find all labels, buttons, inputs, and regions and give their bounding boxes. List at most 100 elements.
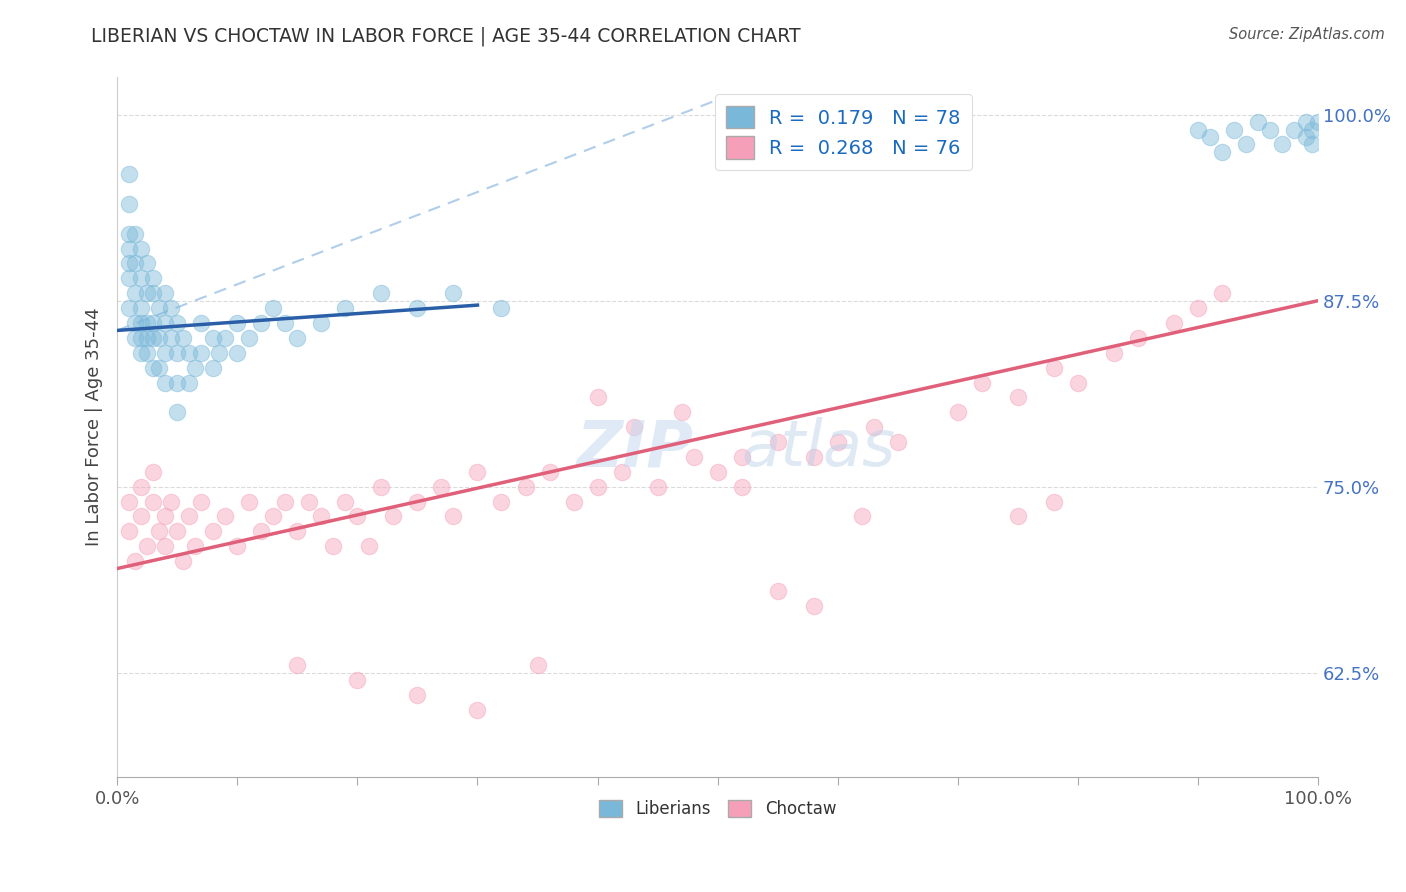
Point [136, 539, 159, 553]
Point [250, 316, 273, 330]
Point [184, 539, 207, 553]
Point [148, 524, 170, 539]
Point [160, 494, 183, 508]
Point [262, 301, 284, 315]
Point [179, 376, 201, 390]
Point [262, 509, 284, 524]
Point [148, 301, 170, 315]
Point [214, 509, 236, 524]
Point [766, 435, 789, 450]
Point [851, 509, 873, 524]
Point [166, 376, 188, 390]
Point [124, 227, 146, 241]
Point [1211, 145, 1233, 159]
Point [179, 345, 201, 359]
Point [1187, 122, 1209, 136]
Point [118, 301, 141, 315]
Point [1295, 130, 1317, 145]
Point [226, 539, 249, 553]
Point [647, 480, 669, 494]
Point [202, 524, 225, 539]
Point [562, 494, 585, 508]
Point [1126, 331, 1149, 345]
Point [184, 360, 207, 375]
Point [160, 331, 183, 345]
Point [766, 583, 789, 598]
Point [671, 405, 693, 419]
Point [1199, 130, 1222, 145]
Point [155, 286, 177, 301]
Point [172, 554, 194, 568]
Point [129, 242, 152, 256]
Point [148, 360, 170, 375]
Point [129, 480, 152, 494]
Point [179, 509, 201, 524]
Point [1258, 122, 1281, 136]
Point [443, 286, 465, 301]
Point [970, 376, 993, 390]
Point [538, 465, 561, 479]
Point [887, 435, 910, 450]
Point [136, 331, 159, 345]
Point [155, 345, 177, 359]
Point [166, 524, 188, 539]
Point [148, 331, 170, 345]
Point [1295, 115, 1317, 129]
Point [311, 509, 333, 524]
Point [129, 509, 152, 524]
Point [731, 450, 754, 464]
Point [311, 316, 333, 330]
Point [172, 331, 194, 345]
Point [142, 286, 165, 301]
Point [335, 301, 357, 315]
Point [610, 465, 633, 479]
Point [1163, 316, 1185, 330]
Point [803, 599, 825, 613]
Point [1301, 137, 1323, 152]
Point [586, 391, 609, 405]
Point [1067, 376, 1090, 390]
Point [190, 345, 212, 359]
Point [166, 316, 188, 330]
Point [1007, 509, 1029, 524]
Point [285, 331, 308, 345]
Point [160, 301, 183, 315]
Point [803, 450, 825, 464]
Point [155, 539, 177, 553]
Point [118, 524, 141, 539]
Point [142, 271, 165, 285]
Point [136, 316, 159, 330]
Point [1247, 115, 1270, 129]
Point [118, 197, 141, 211]
Point [118, 242, 141, 256]
Point [298, 494, 321, 508]
Point [129, 345, 152, 359]
Point [136, 256, 159, 270]
Point [430, 480, 453, 494]
Point [682, 450, 704, 464]
Point [238, 494, 260, 508]
Point [214, 331, 236, 345]
Point [202, 360, 225, 375]
Point [1102, 345, 1125, 359]
Point [118, 167, 141, 181]
Point [129, 331, 152, 345]
Point [166, 345, 188, 359]
Point [155, 316, 177, 330]
Point [406, 688, 429, 702]
Point [208, 345, 231, 359]
Point [226, 316, 249, 330]
Point [129, 301, 152, 315]
Point [274, 494, 297, 508]
Point [731, 480, 754, 494]
Point [285, 524, 308, 539]
Point [285, 658, 308, 673]
Point [124, 316, 146, 330]
Point [142, 465, 165, 479]
Point [1234, 137, 1257, 152]
Point [202, 331, 225, 345]
Point [129, 316, 152, 330]
Point [142, 316, 165, 330]
Point [166, 405, 188, 419]
Point [335, 494, 357, 508]
